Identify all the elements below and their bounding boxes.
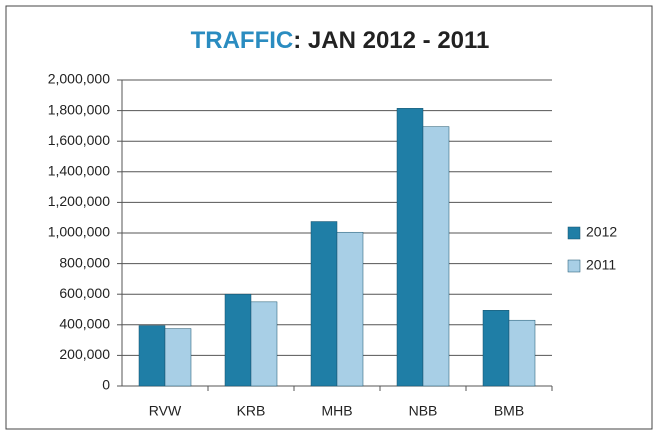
y-tick-label: 2,000,000	[48, 71, 110, 87]
y-tick-label: 200,000	[59, 346, 110, 362]
legend-swatch	[567, 259, 581, 273]
legend-swatch	[567, 226, 581, 240]
y-tick-label: 600,000	[59, 285, 110, 301]
x-tick-label: BMB	[494, 403, 524, 419]
legend-label: 2012	[586, 224, 617, 240]
bar	[224, 293, 252, 387]
chart-title: TRAFFIC: JAN 2012 - 2011	[191, 27, 490, 54]
bar	[310, 221, 338, 387]
y-tick-label: 1,800,000	[48, 101, 110, 117]
bar	[422, 126, 450, 387]
bar	[164, 328, 192, 387]
bar	[508, 319, 536, 387]
bar	[396, 108, 424, 387]
bar	[138, 325, 166, 387]
bar	[336, 231, 364, 387]
y-tick-label: 400,000	[59, 316, 110, 332]
title-rest: : JAN 2012 - 2011	[293, 27, 489, 54]
y-tick-label: 0	[102, 377, 110, 393]
bar	[482, 310, 510, 387]
title-highlight: TRAFFIC	[191, 27, 294, 54]
y-tick-label: 1,200,000	[48, 193, 110, 209]
legend-label: 2011	[586, 257, 616, 273]
y-tick-label: 1,600,000	[48, 132, 110, 148]
y-tick-label: 800,000	[59, 254, 110, 270]
x-tick-label: MHB	[321, 403, 352, 419]
y-tick-label: 1,400,000	[48, 163, 110, 179]
bar	[250, 301, 278, 387]
x-tick-label: KRB	[237, 403, 266, 419]
x-tick-label: NBB	[409, 403, 438, 419]
x-tick-label: RVW	[149, 403, 182, 419]
y-tick-label: 1,000,000	[48, 224, 110, 240]
